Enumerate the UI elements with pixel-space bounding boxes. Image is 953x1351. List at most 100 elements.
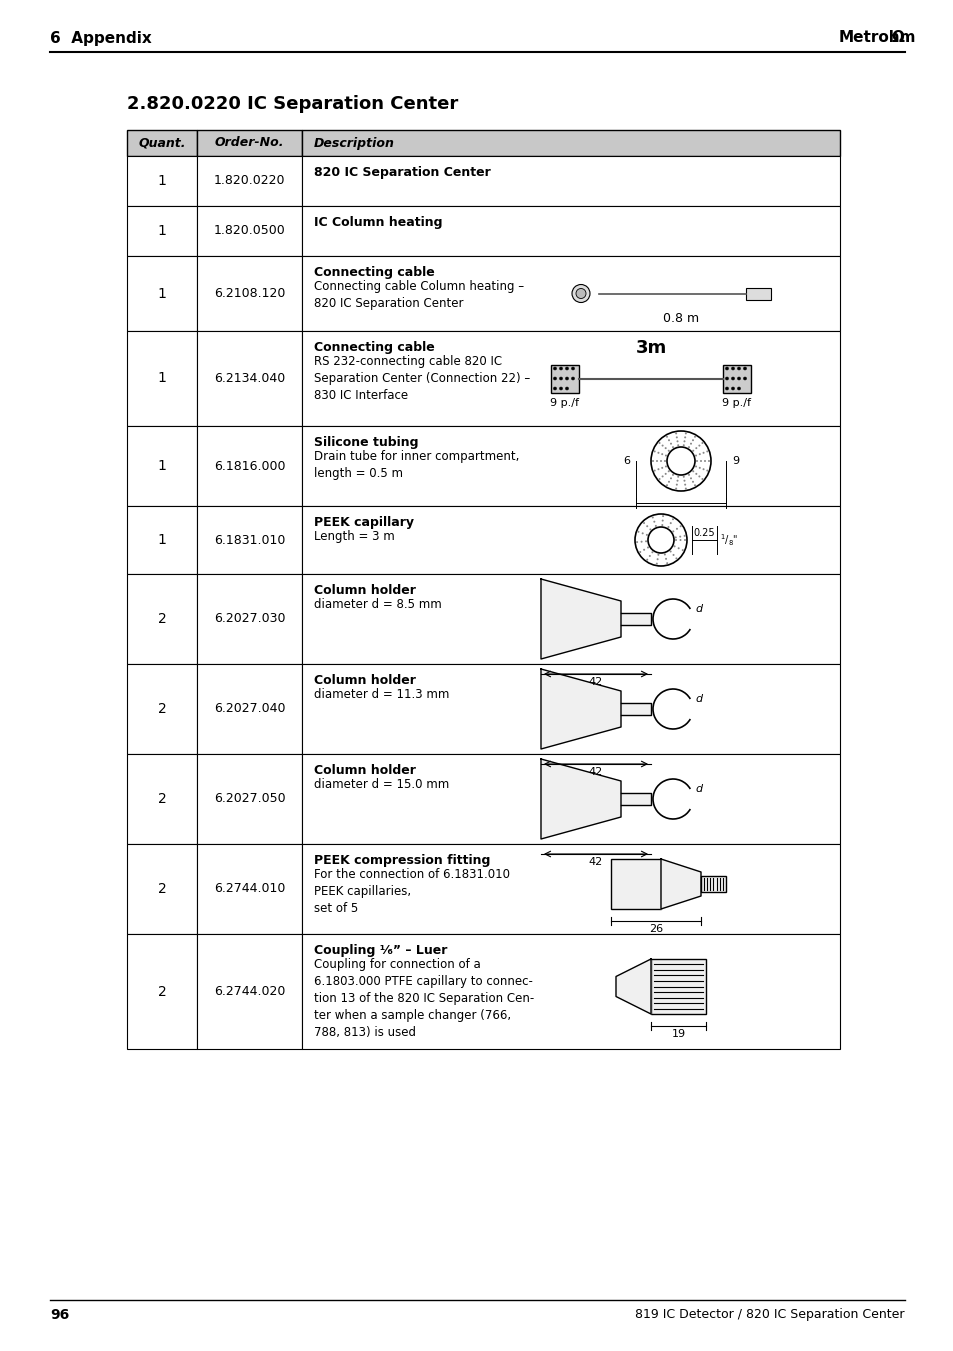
- Bar: [196, 255, 302, 331]
- Bar: [302, 155, 840, 205]
- Circle shape: [742, 367, 745, 370]
- Circle shape: [665, 436, 667, 438]
- Circle shape: [673, 546, 675, 547]
- Text: 2: 2: [157, 703, 166, 716]
- Circle shape: [664, 473, 666, 474]
- Circle shape: [742, 377, 745, 380]
- Circle shape: [658, 442, 659, 444]
- Circle shape: [651, 516, 653, 519]
- Circle shape: [657, 469, 659, 470]
- Circle shape: [660, 453, 662, 455]
- Circle shape: [653, 450, 655, 453]
- Circle shape: [655, 562, 658, 565]
- Text: 6: 6: [622, 457, 629, 466]
- Circle shape: [665, 562, 667, 565]
- Circle shape: [565, 377, 568, 380]
- Text: 96: 96: [50, 1308, 70, 1323]
- Circle shape: [683, 436, 685, 438]
- Bar: [127, 130, 196, 155]
- Bar: [127, 205, 196, 255]
- Circle shape: [672, 531, 674, 532]
- Circle shape: [667, 470, 669, 473]
- Circle shape: [651, 551, 653, 554]
- Circle shape: [667, 526, 669, 528]
- Circle shape: [576, 289, 585, 299]
- Circle shape: [724, 377, 728, 380]
- Circle shape: [571, 377, 574, 380]
- Text: 2: 2: [157, 792, 166, 807]
- Circle shape: [698, 444, 700, 447]
- Text: diameter d = 15.0 mm: diameter d = 15.0 mm: [314, 778, 449, 790]
- Circle shape: [676, 528, 678, 530]
- Bar: [196, 205, 302, 255]
- Circle shape: [661, 444, 663, 447]
- Bar: [127, 426, 196, 507]
- Text: 1.820.0500: 1.820.0500: [213, 224, 285, 238]
- Circle shape: [675, 488, 677, 489]
- Bar: [302, 426, 840, 507]
- Text: d: d: [695, 694, 701, 704]
- Text: 6.2027.040: 6.2027.040: [213, 703, 285, 716]
- Circle shape: [661, 476, 663, 477]
- Bar: [196, 934, 302, 1048]
- Text: 1: 1: [157, 286, 166, 300]
- Circle shape: [689, 477, 691, 480]
- Text: Column holder: Column holder: [314, 584, 416, 597]
- Polygon shape: [660, 859, 700, 909]
- Circle shape: [653, 470, 655, 471]
- Circle shape: [695, 454, 697, 457]
- Circle shape: [664, 466, 666, 467]
- Circle shape: [637, 531, 639, 532]
- Bar: [650, 959, 705, 1015]
- Text: 1: 1: [157, 224, 166, 238]
- Circle shape: [677, 444, 679, 446]
- Circle shape: [660, 467, 662, 469]
- Text: RS 232-connecting cable 820 IC
Separation Center (Connection 22) –
830 IC Interf: RS 232-connecting cable 820 IC Separatio…: [314, 355, 530, 403]
- Circle shape: [682, 480, 685, 482]
- Circle shape: [667, 450, 669, 451]
- Circle shape: [700, 459, 701, 462]
- Text: $^1/_8$": $^1/_8$": [720, 532, 738, 547]
- Circle shape: [639, 540, 642, 543]
- Text: 9 p./f: 9 p./f: [550, 399, 578, 408]
- Circle shape: [696, 459, 698, 462]
- Bar: [127, 331, 196, 426]
- Text: Description: Description: [314, 136, 395, 150]
- Circle shape: [691, 439, 693, 442]
- Circle shape: [639, 551, 640, 553]
- Circle shape: [656, 558, 658, 561]
- Circle shape: [661, 520, 663, 521]
- Circle shape: [692, 450, 694, 451]
- Circle shape: [675, 484, 678, 485]
- Circle shape: [679, 535, 680, 538]
- Circle shape: [675, 558, 677, 559]
- Circle shape: [672, 554, 674, 557]
- Circle shape: [553, 377, 556, 380]
- Bar: [127, 754, 196, 844]
- Circle shape: [664, 558, 666, 559]
- Polygon shape: [620, 613, 650, 626]
- Bar: [196, 331, 302, 426]
- Polygon shape: [540, 759, 620, 839]
- Polygon shape: [616, 959, 650, 1015]
- Polygon shape: [540, 580, 620, 659]
- Text: Connecting cable: Connecting cable: [314, 340, 435, 354]
- Text: Order-No.: Order-No.: [214, 136, 284, 150]
- Text: 9 p./f: 9 p./f: [721, 399, 751, 408]
- Circle shape: [731, 386, 734, 390]
- Text: Metrohm: Metrohm: [838, 31, 915, 46]
- Circle shape: [669, 550, 671, 553]
- Circle shape: [671, 474, 673, 476]
- Circle shape: [701, 469, 704, 470]
- Circle shape: [675, 432, 677, 435]
- Circle shape: [659, 459, 661, 462]
- Text: 0.25: 0.25: [693, 528, 714, 538]
- Bar: [196, 754, 302, 844]
- Bar: [196, 507, 302, 574]
- Text: 2: 2: [157, 985, 166, 998]
- Text: d: d: [695, 604, 701, 613]
- Circle shape: [703, 459, 705, 462]
- Circle shape: [677, 547, 679, 550]
- Circle shape: [676, 440, 678, 442]
- Circle shape: [683, 484, 685, 485]
